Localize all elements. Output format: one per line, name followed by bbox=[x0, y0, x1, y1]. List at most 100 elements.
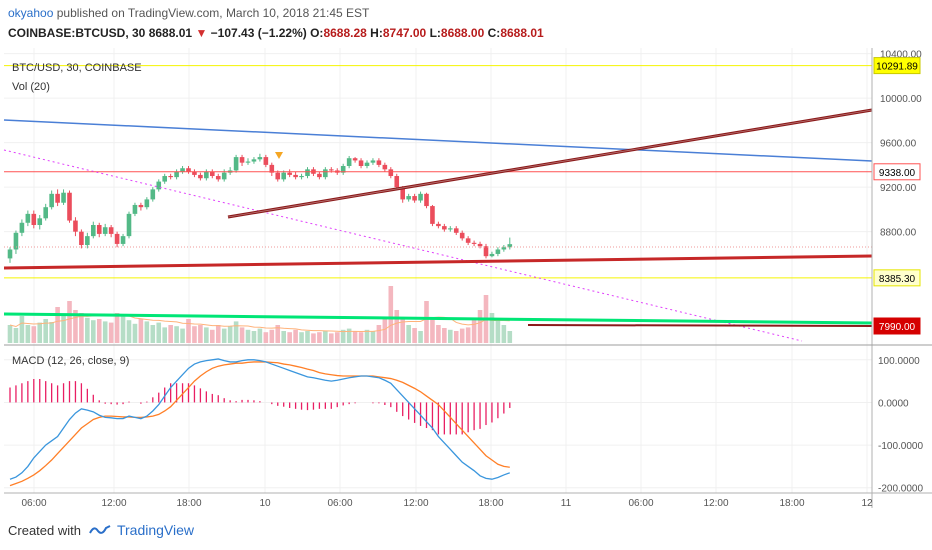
macd-tick-label: -200.0000 bbox=[878, 484, 923, 495]
volume-bar bbox=[334, 332, 340, 343]
candle-body bbox=[453, 228, 459, 233]
volume-bar bbox=[448, 329, 453, 343]
price-level-label: 7990.00 bbox=[879, 322, 916, 333]
volume-bar bbox=[299, 332, 304, 343]
volume-bar bbox=[96, 319, 102, 343]
volume-bar bbox=[192, 326, 197, 343]
candle-body bbox=[471, 242, 477, 244]
candle-body bbox=[287, 172, 292, 175]
close-label: C: bbox=[487, 26, 501, 40]
volume-bar bbox=[114, 313, 120, 343]
marker-icon bbox=[275, 152, 283, 159]
volume-bar bbox=[186, 319, 191, 343]
volume-bar bbox=[495, 319, 501, 343]
candle-body bbox=[501, 247, 507, 250]
time-tick-label: 12 bbox=[861, 498, 873, 509]
publish-info: okyahoo published on TradingView.com, Ma… bbox=[8, 6, 369, 20]
tradingview-brand-link[interactable]: TradingView bbox=[116, 522, 195, 538]
candle-body bbox=[340, 166, 346, 173]
candle-body bbox=[91, 225, 96, 237]
candle-body bbox=[13, 232, 19, 250]
candle-body bbox=[168, 176, 173, 178]
candle-body bbox=[55, 193, 60, 203]
main-pane-legend: BTC/USD, 30, COINBASE bbox=[12, 62, 142, 74]
volume-bar bbox=[221, 328, 227, 343]
candle-body bbox=[245, 161, 251, 163]
volume-bar bbox=[162, 327, 167, 343]
rising-trendline-inner bbox=[227, 109, 873, 218]
candle-body bbox=[293, 174, 298, 178]
candle-body bbox=[430, 206, 435, 224]
candle-body bbox=[180, 168, 185, 172]
volume-bar bbox=[263, 332, 269, 343]
price-level-tag bbox=[873, 269, 921, 287]
candle-body bbox=[120, 236, 126, 244]
price-level-tag bbox=[873, 163, 921, 181]
candle-body bbox=[406, 196, 411, 200]
volume-bar bbox=[442, 328, 447, 343]
published-text: published on TradingView.com, March 10, … bbox=[56, 6, 370, 20]
candle-body bbox=[233, 157, 239, 171]
candle-body bbox=[400, 187, 405, 200]
macd-pane-legend: MACD (12, 26, close, 9) bbox=[12, 355, 129, 367]
footer: Created with TradingView bbox=[8, 522, 194, 538]
volume-bar bbox=[358, 332, 364, 343]
signal-line bbox=[9, 361, 510, 487]
volume-bar bbox=[424, 301, 429, 343]
candle-body bbox=[96, 225, 102, 234]
volume-bar bbox=[13, 328, 19, 343]
volume-bar bbox=[459, 328, 465, 343]
volume-bar bbox=[239, 327, 245, 343]
candle-body bbox=[31, 213, 37, 225]
volume-bar bbox=[67, 301, 72, 343]
price-tick-label: 10000.00 bbox=[880, 94, 922, 105]
volume-bar bbox=[287, 332, 292, 343]
volume-bar bbox=[126, 320, 132, 343]
candle-body bbox=[204, 171, 209, 179]
volume-bar bbox=[465, 327, 471, 343]
candle-body bbox=[436, 223, 441, 227]
volume-bar bbox=[269, 329, 275, 343]
price-level-label: 8385.30 bbox=[879, 274, 916, 285]
candle-body bbox=[382, 164, 388, 170]
candle-body bbox=[352, 158, 358, 161]
candle-body bbox=[489, 253, 495, 257]
time-tick-label: 12:00 bbox=[703, 498, 728, 509]
volume-bar bbox=[293, 329, 298, 343]
volume-bar bbox=[79, 313, 84, 343]
macd-line bbox=[9, 358, 511, 480]
volume-bar bbox=[317, 332, 322, 343]
volume-bar bbox=[329, 333, 334, 343]
price-level-label: 10291.89 bbox=[876, 62, 918, 73]
volume-bar bbox=[102, 321, 108, 343]
volume-bar bbox=[245, 329, 251, 343]
candle-body bbox=[162, 176, 167, 182]
symbol-info: COINBASE:BTCUSD, 30 8688.01 ▼ −107.43 (−… bbox=[8, 26, 544, 40]
time-tick-label: 06:00 bbox=[628, 498, 653, 509]
author-link[interactable]: okyahoo bbox=[8, 6, 54, 20]
volume-bar bbox=[477, 310, 483, 343]
volume-bar bbox=[7, 325, 13, 343]
candle-body bbox=[388, 169, 394, 177]
volume-bar bbox=[132, 323, 138, 343]
volume-bar bbox=[108, 322, 114, 343]
dark-red-hline bbox=[527, 324, 873, 327]
candle-body bbox=[269, 164, 275, 173]
drawing-tools[interactable] bbox=[3, 65, 873, 342]
volume-bar bbox=[227, 326, 233, 343]
volume-bars bbox=[7, 286, 513, 343]
candle-body bbox=[275, 172, 281, 180]
blue-trendline bbox=[3, 119, 873, 162]
volume-bar bbox=[120, 316, 126, 343]
candle-body bbox=[25, 213, 31, 223]
candle-body bbox=[239, 157, 245, 163]
volume-bar bbox=[198, 325, 203, 343]
candle-body bbox=[299, 176, 304, 178]
candle-body bbox=[251, 159, 257, 162]
candle-body bbox=[495, 249, 501, 254]
candle-body bbox=[150, 189, 156, 200]
volume-bar bbox=[180, 328, 185, 343]
price-change: −107.43 (−1.22%) bbox=[210, 26, 307, 40]
volume-bar bbox=[340, 329, 346, 343]
